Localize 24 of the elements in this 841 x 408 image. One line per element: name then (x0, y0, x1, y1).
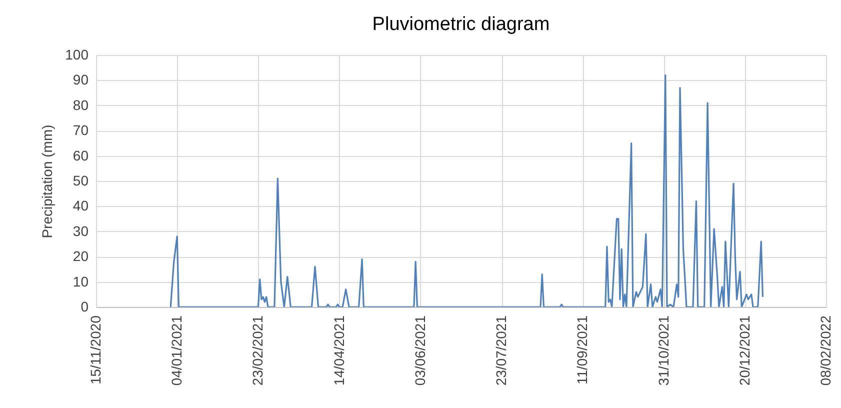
x-tick-label: 23/02/2021 (250, 315, 266, 386)
y-tick-label: 100 (65, 46, 89, 62)
y-tick-label: 80 (72, 96, 89, 113)
x-tick-label: 04/01/2021 (168, 315, 185, 386)
y-tick-label: 40 (72, 198, 89, 214)
x-tick-label: 31/10/2021 (655, 315, 672, 386)
x-tick-label: 23/07/2021 (493, 315, 510, 386)
y-axis-title: Precipitation (mm) (39, 124, 56, 238)
y-tick-label: 20 (72, 248, 89, 264)
chart-title: Pluviometric diagram (372, 14, 550, 35)
y-tick-label: 90 (72, 72, 89, 88)
x-tick-label: 20/12/2021 (736, 315, 752, 386)
x-tick-label: 08/02/2022 (818, 315, 834, 386)
x-tick-label: 03/06/2021 (412, 315, 428, 386)
y-tick-label: 30 (72, 222, 89, 239)
x-tick-label: 11/09/2021 (574, 315, 590, 385)
y-tick-label: 10 (72, 273, 89, 290)
x-tick-label: 14/04/2021 (330, 315, 347, 386)
y-tick-label: 60 (72, 147, 89, 164)
y-tick-label: 70 (72, 122, 89, 138)
x-tick-label: 15/11/2020 (88, 315, 104, 385)
y-tick-label: 50 (72, 172, 89, 188)
y-tick-label: 0 (80, 298, 89, 314)
line-series (170, 74, 764, 307)
